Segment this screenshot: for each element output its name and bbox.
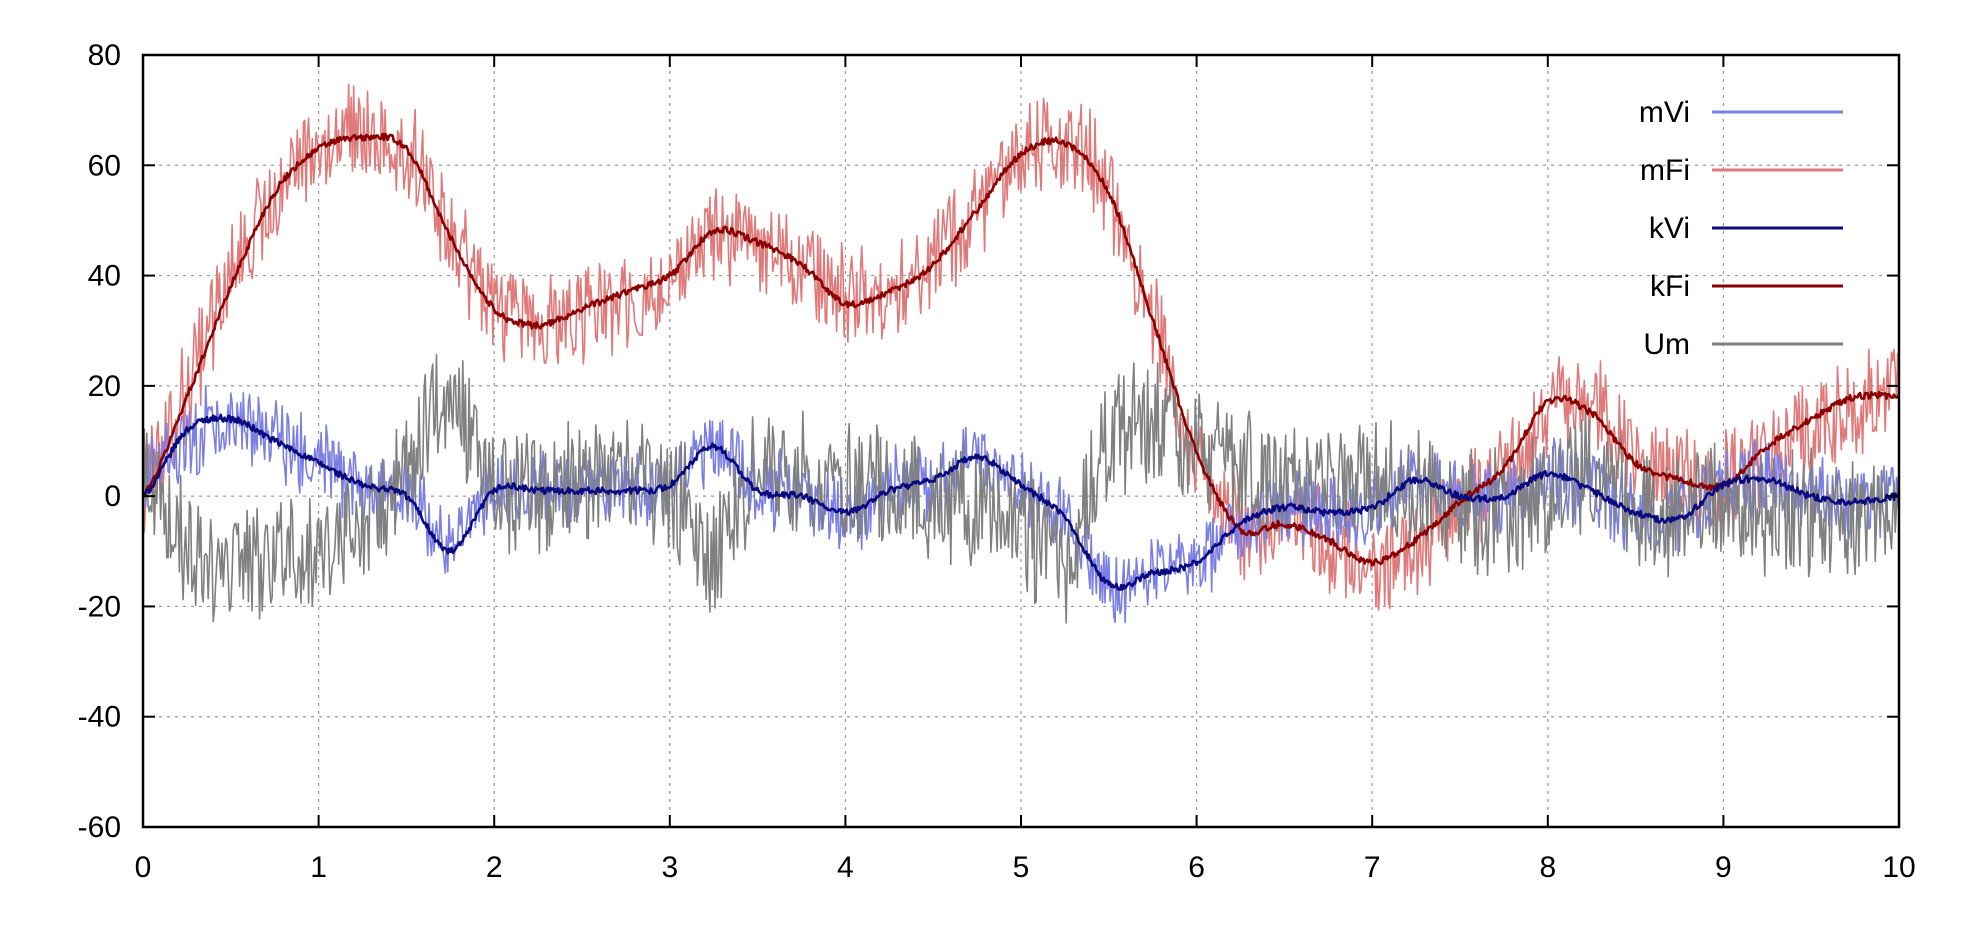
- y-tick-label: 80: [88, 39, 121, 72]
- y-tick-label: 20: [88, 370, 121, 403]
- y-tick-label: -40: [78, 701, 121, 734]
- legend-label-um: Um: [1643, 328, 1690, 361]
- series-line-kvi: [143, 413, 1899, 591]
- series-line-um: [143, 354, 1899, 624]
- y-tick-label: 40: [88, 260, 121, 293]
- legend-label-mvi: mVi: [1639, 96, 1690, 129]
- legend: mVi mFi kVi kFi Um: [1639, 96, 1843, 361]
- series-line-mfi: [143, 83, 1899, 611]
- x-tick-label: 0: [135, 851, 152, 884]
- x-tick-label: 5: [1013, 851, 1030, 884]
- y-tick-label: 0: [104, 480, 121, 513]
- x-tick-label: 10: [1882, 851, 1915, 884]
- legend-label-kvi: kVi: [1649, 212, 1690, 245]
- x-tick-label: 6: [1188, 851, 1205, 884]
- series-line-kfi: [143, 132, 1899, 567]
- series-layer: [143, 83, 1899, 624]
- x-tick-label: 3: [661, 851, 678, 884]
- y-tick-label: -60: [78, 811, 121, 844]
- x-tick-label: 8: [1539, 851, 1556, 884]
- y-tick-labels: -60 -40 -20 0 20 40 60 80: [78, 39, 121, 844]
- y-tick-label: 60: [88, 149, 121, 182]
- grid-lines: [143, 55, 1899, 827]
- x-tick-label: 2: [486, 851, 503, 884]
- x-tick-label: 9: [1715, 851, 1732, 884]
- y-tick-label: -20: [78, 590, 121, 623]
- x-tick-label: 7: [1364, 851, 1381, 884]
- tick-marks: [142, 54, 1900, 828]
- legend-label-mfi: mFi: [1640, 154, 1690, 187]
- legend-label-kfi: kFi: [1650, 270, 1690, 303]
- x-tick-label: 4: [837, 851, 854, 884]
- x-tick-label: 1: [310, 851, 327, 884]
- x-tick-labels: 0 1 2 3 4 5 6 7 8 9 10: [135, 851, 1916, 884]
